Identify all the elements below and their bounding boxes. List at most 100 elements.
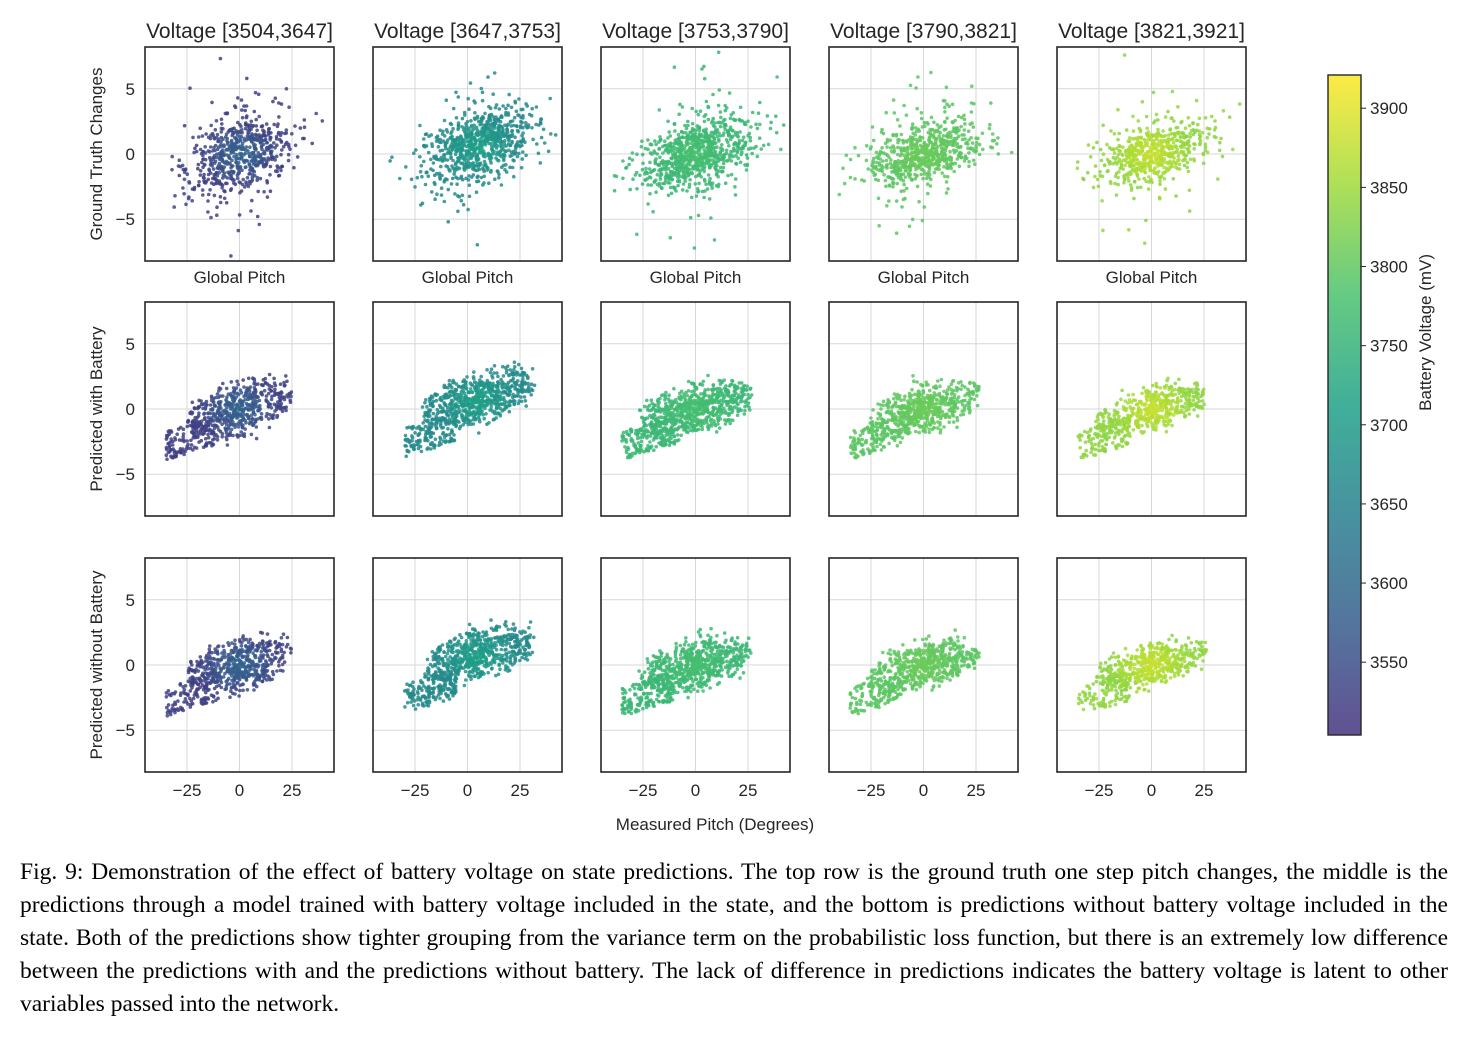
data-point — [549, 132, 553, 136]
data-point — [167, 441, 171, 446]
data-point — [472, 148, 476, 153]
data-point — [527, 625, 531, 630]
data-point — [405, 700, 410, 705]
data-point — [523, 399, 528, 403]
data-point — [206, 135, 211, 140]
data-point — [502, 134, 507, 138]
data-point — [191, 436, 196, 440]
data-point — [427, 695, 431, 700]
data-point — [211, 419, 216, 423]
data-point — [452, 438, 456, 443]
data-point — [730, 263, 734, 267]
data-point — [242, 671, 247, 676]
data-point — [460, 395, 465, 400]
data-point — [230, 177, 235, 181]
data-point — [235, 670, 239, 675]
data-point — [441, 678, 446, 683]
data-point — [496, 672, 501, 677]
data-point — [181, 708, 185, 713]
data-point — [253, 161, 257, 165]
data-point — [703, 179, 707, 183]
data-point — [444, 672, 449, 676]
data-point — [487, 104, 491, 109]
data-point — [269, 389, 274, 393]
data-point — [220, 150, 224, 155]
data-point — [216, 663, 221, 667]
data-point — [265, 653, 270, 657]
data-point — [420, 405, 425, 409]
x-tick-label: −25 — [401, 781, 430, 800]
data-point — [265, 632, 270, 636]
data-point — [282, 660, 287, 664]
data-point — [193, 416, 197, 420]
data-point — [484, 399, 489, 403]
data-point — [485, 403, 490, 407]
data-point — [467, 622, 472, 627]
data-point — [248, 637, 252, 642]
data-point — [493, 136, 497, 140]
data-point — [422, 159, 426, 164]
data-point — [262, 388, 267, 393]
data-point — [196, 135, 201, 139]
data-point — [283, 142, 288, 146]
data-point — [206, 432, 210, 437]
data-point — [411, 703, 416, 708]
data-point — [522, 388, 526, 392]
data-point — [527, 112, 532, 117]
data-point — [459, 161, 463, 166]
data-point — [245, 175, 250, 180]
data-point — [445, 165, 450, 169]
data-point — [432, 680, 436, 684]
data-point — [508, 659, 513, 664]
data-point — [272, 393, 277, 398]
data-point — [195, 659, 199, 664]
data-point — [522, 652, 527, 657]
data-point — [486, 126, 491, 131]
data-point — [257, 406, 261, 410]
data-point — [666, 136, 670, 140]
data-point — [165, 705, 169, 710]
data-point — [254, 436, 259, 441]
data-point — [207, 647, 212, 652]
data-point — [275, 124, 280, 129]
data-point — [206, 415, 211, 420]
data-point — [437, 443, 441, 448]
data-point — [232, 154, 236, 159]
data-point — [314, 111, 319, 116]
data-point — [507, 148, 511, 153]
data-point — [735, 150, 739, 154]
data-point — [652, 149, 656, 153]
data-point — [452, 433, 456, 437]
data-point — [723, 117, 727, 122]
data-point — [510, 662, 515, 667]
data-point — [266, 391, 271, 396]
data-point — [181, 435, 185, 439]
data-point — [741, 135, 746, 140]
data-point — [684, 126, 689, 131]
data-point — [659, 171, 663, 175]
data-point — [448, 439, 453, 443]
data-point — [434, 674, 438, 679]
data-point — [192, 185, 197, 190]
data-point — [212, 426, 217, 431]
data-point — [511, 123, 516, 128]
data-point — [173, 700, 177, 705]
data-point — [272, 376, 276, 381]
data-point — [484, 412, 488, 416]
data-point — [463, 131, 468, 136]
data-point — [240, 425, 245, 430]
data-point — [247, 128, 252, 133]
data-point — [449, 389, 454, 393]
data-point — [265, 180, 270, 185]
data-point — [462, 383, 467, 388]
data-point — [199, 678, 204, 683]
data-point — [215, 658, 219, 662]
data-point — [467, 635, 471, 640]
data-point — [224, 406, 229, 410]
data-point — [247, 125, 251, 129]
data-point — [464, 140, 468, 144]
data-point — [424, 674, 428, 679]
data-point — [639, 144, 644, 149]
data-point — [217, 389, 221, 393]
data-point — [503, 403, 507, 408]
